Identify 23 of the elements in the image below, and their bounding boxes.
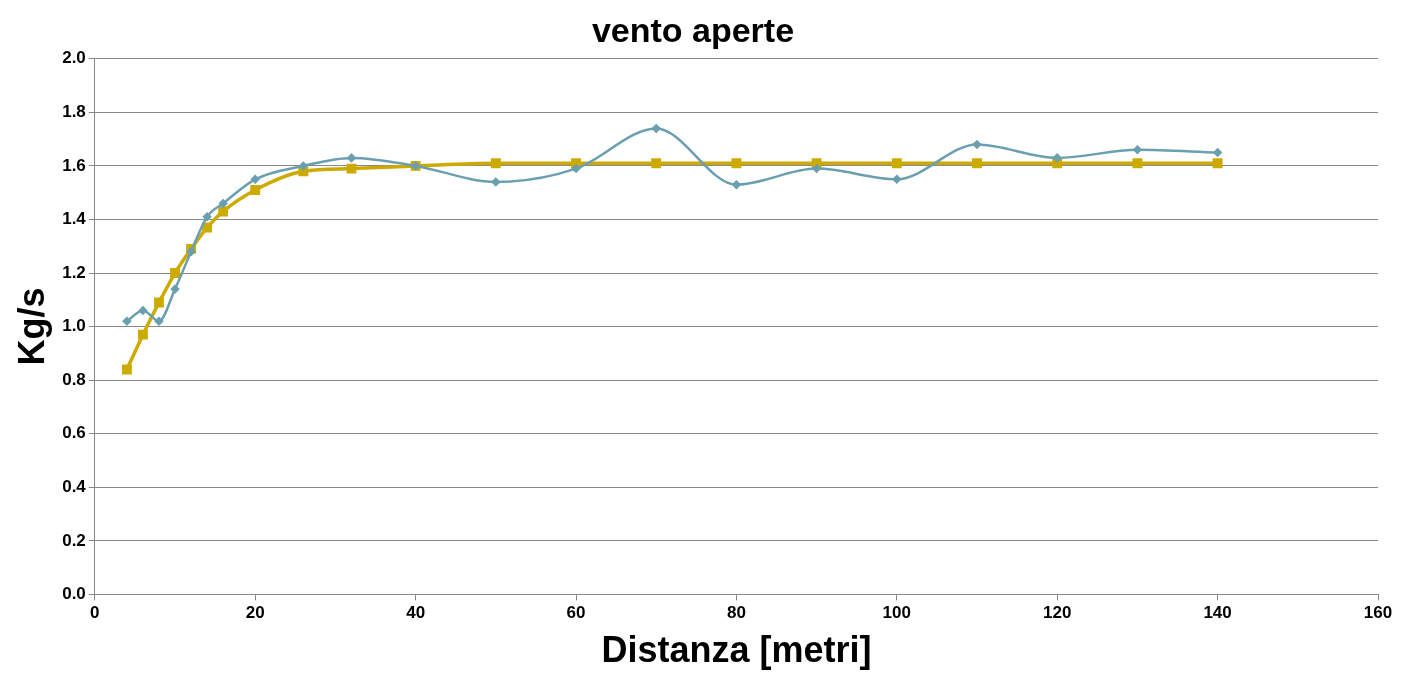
y-tick-label: 1.8 xyxy=(62,102,86,122)
y-tick-label: 0.2 xyxy=(62,530,86,550)
x-tick-label: 60 xyxy=(566,603,586,623)
x-tick-label: 20 xyxy=(245,603,265,623)
x-axis-title: Distanza [metri] xyxy=(601,629,872,671)
x-tick-label: 160 xyxy=(1363,603,1393,623)
x-tick-label: 140 xyxy=(1203,603,1232,623)
y-tick-label: 1.4 xyxy=(62,209,87,229)
y-tick-label: 0.0 xyxy=(62,584,86,604)
y-tick-label: 0.6 xyxy=(62,423,86,443)
y-tick-label: 1.2 xyxy=(62,262,86,282)
x-tick-label: 80 xyxy=(726,603,746,623)
x-tick-label: 40 xyxy=(406,603,426,623)
y-tick-label: 0.8 xyxy=(62,369,86,389)
x-tick-label: 100 xyxy=(882,603,911,623)
y-tick-label: 1.6 xyxy=(62,155,86,175)
y-tick-label: 1.0 xyxy=(62,316,86,336)
x-tick-label: 0 xyxy=(90,603,100,623)
chart-title: vento aperte xyxy=(591,10,795,49)
y-tick-label: 2.0 xyxy=(62,48,86,68)
y-axis-title: Kg/s xyxy=(10,287,52,366)
x-tick-label: 120 xyxy=(1043,603,1072,623)
y-tick-label: 0.4 xyxy=(62,476,87,496)
